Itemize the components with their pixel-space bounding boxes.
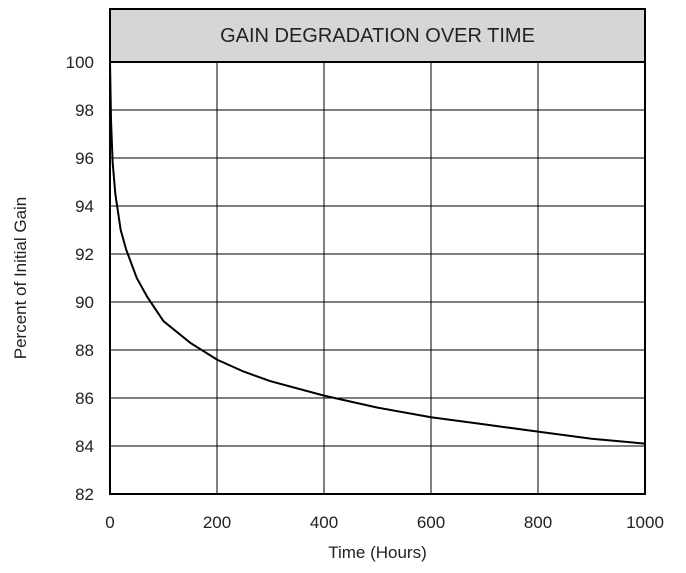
x-axis-title: Time (Hours) [328, 543, 427, 562]
x-tick-labels: 0 200 400 600 800 1000 [105, 513, 664, 532]
y-tick-label: 82 [75, 485, 94, 504]
y-tick-label: 90 [75, 293, 94, 312]
series-line [109, 61, 646, 445]
y-tick-label: 100 [66, 53, 94, 72]
y-tick-label: 88 [75, 341, 94, 360]
y-axis-title: Percent of Initial Gain [11, 197, 30, 360]
x-tick-label: 0 [105, 513, 114, 532]
y-tick-label: 94 [75, 197, 94, 216]
plot-frame [109, 61, 646, 495]
x-tick-label: 200 [203, 513, 231, 532]
y-tick-label: 98 [75, 101, 94, 120]
y-tick-label: 92 [75, 245, 94, 264]
chart-title: GAIN DEGRADATION OVER TIME [220, 25, 535, 47]
chart-title-band [109, 8, 646, 63]
y-tick-label: 96 [75, 149, 94, 168]
series-lines [109, 61, 646, 445]
x-tick-label: 600 [417, 513, 445, 532]
y-tick-labels: 82 84 86 88 90 92 94 96 98 100 [66, 53, 94, 504]
x-tick-label: 1000 [626, 513, 664, 532]
x-tick-label: 800 [524, 513, 552, 532]
x-tick-label: 400 [310, 513, 338, 532]
y-tick-label: 84 [75, 437, 94, 456]
grid-lines [109, 61, 646, 495]
y-tick-label: 86 [75, 389, 94, 408]
